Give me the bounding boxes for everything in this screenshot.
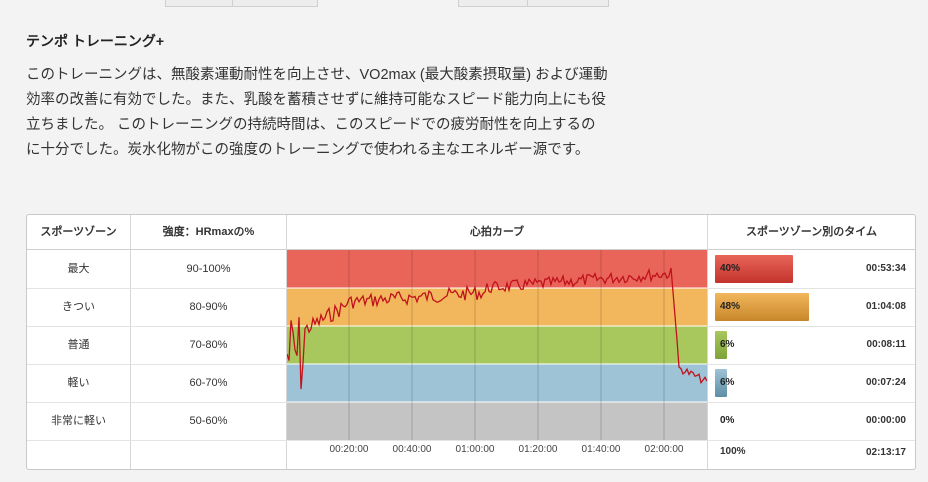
- time-tick-label: 01:20:00: [518, 444, 558, 455]
- zone-intensity: 60-70%: [189, 377, 228, 389]
- zone-time: 01:04:08: [865, 301, 906, 312]
- zone-intensity: 70-80%: [189, 339, 228, 351]
- zone-band: [287, 288, 707, 326]
- zone-band: [287, 326, 707, 364]
- zone-name: 最大: [67, 263, 90, 275]
- zone-percent: 48%: [720, 301, 741, 312]
- description-text: このトレーニングは、無酸素運動耐性を向上させ、VO2max (最大酸素摂取量) …: [26, 67, 608, 158]
- zone-time: 00:53:34: [865, 263, 906, 274]
- column-divider: [707, 215, 708, 469]
- header-divider: [27, 249, 915, 250]
- time-tick-label: 01:40:00: [581, 444, 621, 455]
- page-title: テンポ トレーニング+: [26, 33, 165, 49]
- zone-percent: 0%: [720, 415, 735, 426]
- zone-percent: 40%: [720, 263, 741, 274]
- zone-name: 非常に軽い: [51, 415, 106, 427]
- tab-edge[interactable]: [458, 0, 528, 7]
- tab-edge[interactable]: [165, 0, 233, 7]
- header-hr-curve: 心拍カーブ: [469, 226, 525, 238]
- zone-band: [287, 250, 707, 288]
- total-time: 02:13:17: [865, 447, 906, 458]
- zone-percent: 6%: [720, 339, 735, 350]
- header-zone: スポーツゾーン: [40, 226, 117, 238]
- zone-name: 普通: [67, 339, 90, 351]
- zone-name: 軽い: [67, 377, 90, 389]
- time-axis: 00:20:00 00:40:00 01:00:00 01:20:00 01:40:00…: [287, 440, 707, 469]
- time-tick-label: 00:40:00: [392, 444, 432, 455]
- zone-band: [287, 364, 707, 402]
- zone-time: 00:07:24: [865, 377, 906, 388]
- zone-table: スポーツゾーン 強度：HRmaxの% 心拍カーブ スポーツゾーン別のタイム 最大…: [26, 214, 916, 470]
- tab-edge[interactable]: [232, 0, 318, 7]
- time-tick-label: 02:00:00: [644, 444, 684, 455]
- zone-name: きつい: [62, 301, 95, 313]
- tab-edge[interactable]: [527, 0, 609, 7]
- heart-rate-chart: [287, 250, 707, 440]
- row-divider: [27, 440, 915, 441]
- zone-time: 00:00:00: [865, 415, 906, 426]
- header-time-per-zone: スポーツゾーン別のタイム: [745, 226, 877, 238]
- zone-time: 00:08:11: [866, 339, 906, 350]
- header-intensity: 強度：HRmaxの%: [162, 226, 255, 238]
- zone-time-bar: [715, 255, 793, 283]
- heart-rate-line: [287, 267, 707, 390]
- time-tick-label: 00:20:00: [329, 444, 369, 455]
- zone-percent: 6%: [720, 377, 735, 388]
- top-tab-strip: [0, 0, 928, 7]
- total-percent: 100%: [720, 446, 746, 457]
- zone-intensity: 90-100%: [186, 263, 231, 275]
- zone-band: [287, 402, 707, 440]
- zone-intensity: 80-90%: [189, 301, 228, 313]
- zone-time-bar: [715, 331, 727, 359]
- time-tick-label: 01:00:00: [455, 444, 495, 455]
- column-divider: [286, 215, 287, 469]
- zone-time-bar: [715, 369, 727, 397]
- zone-intensity: 50-60%: [189, 415, 228, 427]
- column-divider: [130, 215, 131, 469]
- zone-time-bar: [715, 293, 809, 321]
